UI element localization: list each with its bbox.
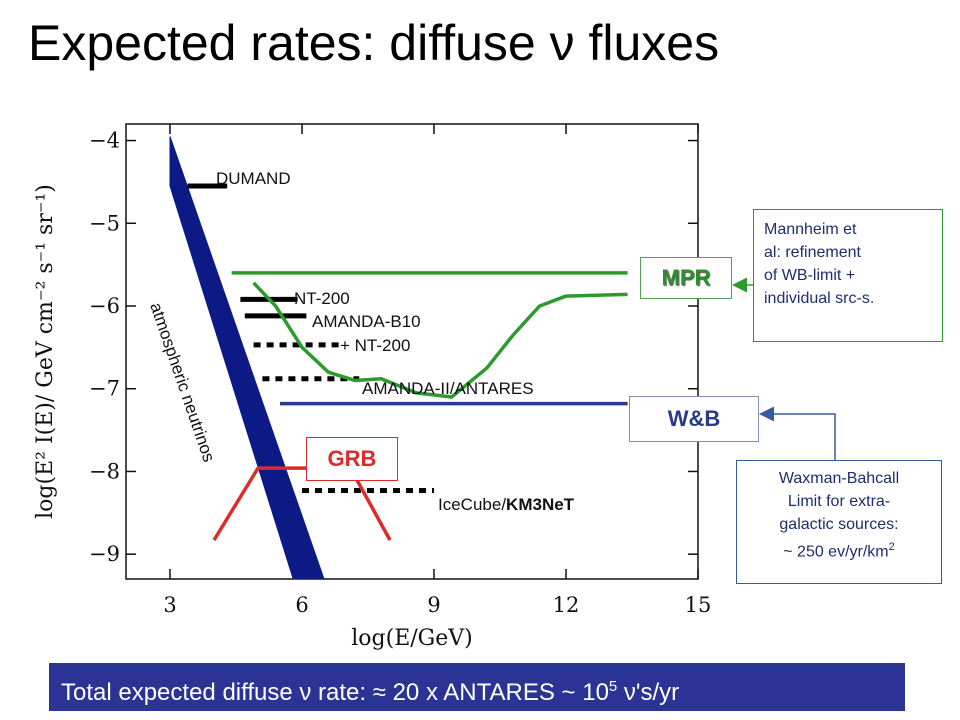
y-tick-label: −5 (89, 211, 120, 235)
waxman-rate: ~ 250 ev/yr/km2 (745, 536, 933, 563)
x-tick-label: 3 (163, 593, 176, 617)
waxman-line: galactic sources: (779, 516, 899, 533)
series (169, 136, 628, 580)
y-tick-label: −7 (89, 377, 120, 401)
plus-nt200-label: + NT-200 (340, 336, 410, 355)
axes: 3 6 9 12 15 −4 −5 −6 −7 −8 −9 log(E/GeV) log(E² I(E)… (33, 124, 711, 651)
waxman-value: ~ 250 ev/yr/km (783, 543, 889, 561)
waxman-arrow (759, 406, 836, 460)
series-line (212, 466, 392, 542)
mannheim-line: Mannheim et (764, 221, 857, 238)
y-tick-label: −4 (89, 129, 120, 153)
atmospheric-neutrinos-label: atmospheric neutrinos (146, 300, 218, 464)
dumand-label: DUMAND (216, 169, 291, 188)
x-tick-label: 6 (295, 593, 308, 617)
series-line (252, 281, 628, 399)
footer-text: Total expected diffuse ν rate: ≈ 20 x AN… (61, 679, 609, 706)
grb-label: GRB (306, 437, 398, 481)
icecube-label: IceCube/KM3NeT (438, 495, 575, 514)
amanda-antares-label: AMANDA-II/ANTARES (362, 379, 534, 398)
x-tick-label: 12 (553, 593, 580, 617)
y-tick-label: −6 (89, 294, 120, 318)
waxman-bahcall-note: Waxman-Bahcall Limit for extra- galactic… (736, 460, 942, 584)
atmospheric-neutrino-band (169, 136, 325, 580)
mannheim-line: of WB-limit + (764, 267, 856, 284)
plot-frame (125, 123, 699, 580)
waxman-exponent: 2 (888, 541, 895, 553)
y-tick-label: −8 (89, 459, 120, 483)
amanda-b10-label: AMANDA-B10 (312, 312, 421, 331)
wb-label: W&B (629, 396, 759, 442)
mannheim-line: al: refinement (764, 244, 861, 261)
y-axis-title: log(E² I(E)/ GeV cm⁻² s⁻¹ sr⁻¹) (33, 184, 58, 519)
nt200-label: NT-200 (294, 289, 350, 308)
x-tick-label: 9 (427, 593, 440, 617)
km3net-label: KM3NeT (506, 495, 575, 514)
x-axis-title: log(E/GeV) (351, 626, 472, 651)
slide-title: Expected rates: diffuse ν fluxes (28, 15, 720, 71)
waxman-line: Waxman-Bahcall (778, 470, 900, 487)
footer-summary: Total expected diffuse ν rate: ≈ 20 x AN… (49, 663, 905, 711)
mannheim-note: Mannheim et al: refinement of WB-limit +… (753, 209, 943, 342)
mpr-label: MPR (640, 257, 732, 299)
waxman-line: Limit for extra- (787, 493, 891, 510)
x-tick-label: 15 (685, 593, 712, 617)
mannheim-line: individual src-s. (764, 290, 875, 307)
footer-exponent: 5 (608, 678, 618, 695)
footer-suffix: ν's/yr (617, 679, 680, 706)
y-tick-label: −9 (89, 542, 120, 566)
